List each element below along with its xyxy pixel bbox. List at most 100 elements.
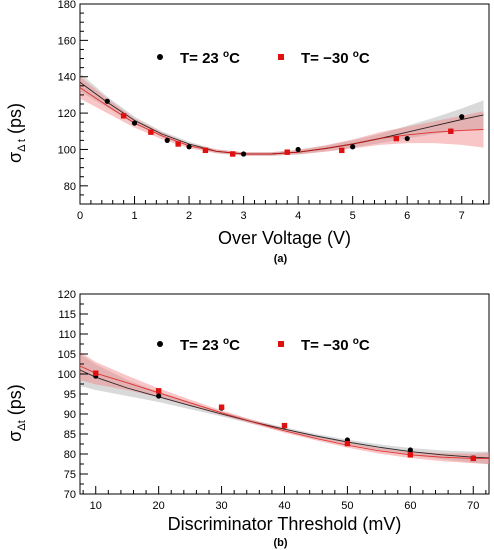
data-point-warm	[350, 144, 356, 150]
legend: T= 23 oC T= −30 oC	[157, 49, 370, 67]
legend-label-cold: T= −30 oC	[301, 49, 370, 67]
y-tick-label: 160	[58, 35, 76, 47]
data-point-warm	[186, 144, 192, 150]
data-point-cold	[393, 135, 399, 142]
confidence-band-warm	[80, 354, 489, 465]
data-point-cold	[229, 151, 236, 157]
chart-panel-a: 80 100 120 140 160 180 0 1 2 3 4 5 6 7 Over Voltage (V…	[5, 0, 490, 265]
data-point-warm	[131, 120, 138, 126]
data-point-cold	[470, 455, 476, 462]
plot-frame	[79, 3, 490, 205]
x-tick-label: 1	[131, 210, 137, 222]
y-tick-label: 95	[64, 389, 76, 401]
y-tick-label: 100	[58, 144, 76, 156]
y-axis-label-unit: (ps)	[5, 384, 25, 420]
y-axis-label-unit: (ps)	[5, 103, 25, 139]
legend-label-unit: C	[229, 337, 240, 354]
x-tick-label: 60	[404, 500, 416, 512]
y-tick-label: 100	[58, 369, 76, 381]
fit-line-cold	[79, 87, 484, 155]
y-tick-label: 115	[58, 309, 76, 321]
legend-label-degree: o	[223, 336, 229, 347]
data-point-cold	[218, 404, 225, 410]
legend-marker-warm	[157, 54, 163, 60]
y-tick-label: 105	[58, 349, 76, 361]
data-point-cold	[202, 147, 209, 154]
confidence-band-warm	[80, 73, 484, 156]
data-point-warm	[404, 135, 410, 142]
y-tick-label: 85	[64, 429, 76, 441]
x-tick-label: 2	[186, 210, 192, 222]
y-tick-label: 80	[64, 181, 76, 193]
data-point-warm	[459, 114, 465, 120]
data-point-warm	[164, 137, 170, 143]
data-point-cold	[148, 129, 154, 135]
data-point-warm	[241, 151, 247, 157]
data-point-warm	[104, 98, 110, 104]
legend: T= 23 oC T= −30 oC	[157, 336, 370, 354]
data-point-cold	[93, 370, 99, 376]
x-tick-label: 30	[215, 500, 227, 512]
y-tick-label: 70	[64, 489, 76, 501]
y-tick-label: 110	[58, 329, 76, 341]
y-axis-label-subscript: Δt	[16, 420, 28, 430]
fit-line-cold	[79, 365, 489, 459]
x-tick-label: 7	[459, 210, 465, 222]
y-axis-label: σΔ t (ps)	[5, 103, 28, 163]
confidence-band-cold	[80, 352, 489, 464]
x-tick-label: 3	[241, 210, 247, 222]
x-tick-label: 10	[90, 500, 102, 512]
y-axis-label-main: σ	[5, 431, 25, 442]
y-axis-label: σΔt (ps)	[5, 384, 28, 442]
legend-label-main: T= −30	[301, 50, 353, 67]
data-point-cold	[284, 149, 290, 155]
data-point-warm	[295, 146, 301, 153]
legend-label-cold: T= −30 oC	[301, 336, 370, 354]
legend-label-unit: C	[229, 50, 240, 67]
confidence-band-cold	[80, 76, 484, 156]
legend-label-main: T= 23	[180, 337, 223, 354]
data-point-cold	[339, 147, 345, 154]
data-point-cold	[448, 128, 454, 134]
fit-line-warm	[79, 369, 490, 459]
data-point-cold	[120, 113, 127, 119]
x-tick-label: 5	[350, 210, 356, 222]
data-point-cold	[407, 452, 414, 458]
legend-label-unit: C	[359, 337, 370, 354]
x-tick-label: 0	[77, 210, 83, 222]
y-tick-label: 80	[64, 449, 76, 461]
x-tick-label: 4	[295, 210, 301, 222]
x-axis-label: Over Voltage (V)	[218, 228, 351, 248]
y-axis-label-subscript: Δ t	[16, 139, 28, 152]
data-point-cold	[344, 440, 351, 447]
fit-line-warm	[79, 81, 484, 155]
data-point-cold	[175, 141, 181, 147]
y-tick-label: 75	[64, 469, 76, 481]
panel-label: (a)	[274, 253, 288, 265]
legend-label-unit: C	[359, 50, 370, 67]
legend-marker-cold	[278, 54, 284, 60]
y-tick-label: 140	[58, 72, 76, 84]
legend-label-main: T= −30	[301, 337, 353, 354]
y-tick-label: 180	[58, 0, 76, 11]
legend-label-degree: o	[353, 49, 359, 60]
x-tick-label: 20	[153, 500, 165, 512]
panel-label: (b)	[273, 537, 287, 549]
chart-panel-b: 70 75 80 85 90 95 100 105 110 115 120 10 20 30 40 50 60 7…	[5, 289, 490, 549]
x-axis-label: Discriminator Threshold (mV)	[168, 514, 402, 534]
legend-marker-cold	[278, 341, 284, 347]
x-tick-label: 40	[278, 500, 290, 512]
legend-marker-warm	[157, 341, 163, 347]
legend-label-warm: T= 23 oC	[180, 49, 240, 67]
y-tick-label: 90	[64, 409, 76, 421]
y-axis-label-main: σ	[5, 152, 25, 163]
legend-label-degree: o	[353, 336, 359, 347]
legend-label-warm: T= 23 oC	[180, 336, 240, 354]
y-tick-label: 120	[58, 289, 76, 301]
data-point-warm	[407, 447, 413, 453]
legend-label-degree: o	[223, 49, 229, 60]
x-tick-label: 50	[341, 500, 353, 512]
x-tick-label: 6	[404, 210, 410, 222]
data-point-cold	[281, 422, 288, 429]
